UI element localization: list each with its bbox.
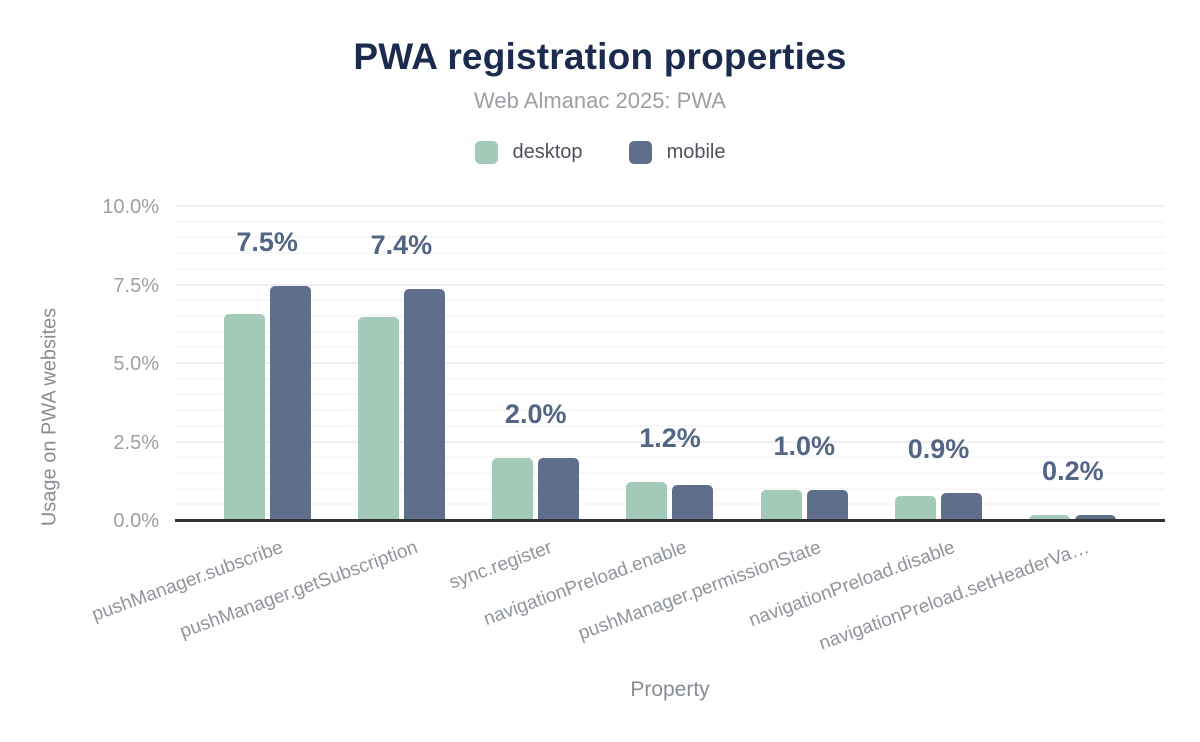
bar-desktop (492, 458, 534, 521)
legend-item-desktop: desktop (474, 141, 583, 164)
x-axis-tick-label: sync.register (446, 537, 555, 594)
gridline (175, 503, 1165, 506)
bar-group: 1.2% navigationPreload.enable (480, 207, 737, 630)
bar-mobile (403, 288, 445, 521)
bar-group: 1.0% pushManager.permissionState (575, 207, 871, 645)
gridline (175, 424, 1165, 427)
gridline (175, 362, 1165, 364)
y-axis-tick-label: 2.5% (113, 431, 159, 454)
bar-value-label: 7.5% (236, 226, 298, 257)
bar-desktop (1029, 514, 1071, 521)
bar-group: 7.5% pushManager.subscribe (90, 207, 334, 626)
bar-mobile (941, 492, 983, 521)
x-axis-title: Property (630, 678, 710, 701)
legend: desktop mobile (0, 141, 1200, 164)
x-axis-line (175, 519, 1165, 522)
y-axis-tick-label: 7.5% (113, 274, 159, 297)
bar-desktop (626, 481, 668, 521)
bars-container: 7.5% pushManager.subscribe 7.4% pushManager… (90, 207, 1140, 655)
chart-subtitle: Web Almanac 2025: PWA (474, 88, 726, 113)
gridline (175, 487, 1165, 490)
gridline (175, 299, 1165, 302)
bar-desktop (760, 489, 802, 521)
gridline (175, 409, 1165, 412)
gridline (175, 236, 1165, 239)
bar-value-label: 1.2% (639, 422, 701, 453)
x-axis-tick-label: pushManager.getSubscription (177, 537, 421, 643)
legend-label-mobile: mobile (666, 141, 726, 163)
y-axis-tick-label: 0.0% (113, 510, 159, 532)
gridline (175, 393, 1165, 396)
bar-mobile (672, 484, 714, 521)
bar-value-label: 0.2% (1042, 455, 1104, 486)
bar-value-label: 7.4% (370, 229, 433, 260)
gridline (175, 456, 1165, 459)
bar-group: 2.0% sync.register (446, 207, 603, 594)
gridline (175, 377, 1165, 380)
bar-desktop (895, 495, 937, 521)
gridline (175, 330, 1165, 333)
gridline (175, 314, 1165, 317)
bar-value-label: 0.9% (907, 433, 970, 464)
gridline (175, 267, 1165, 270)
plot-area: 7.5% pushManager.subscribe 7.4% pushManager… (90, 197, 1165, 655)
legend-swatch-desktop (474, 141, 498, 164)
bar-group: 0.2% navigationPreload.setHeaderVa… (816, 207, 1140, 655)
bar-mobile (806, 489, 848, 521)
x-axis-tick-label: pushManager.permissionState (575, 537, 824, 645)
y-axis-tick-label: 10.0% (102, 196, 159, 218)
bar-desktop (223, 313, 265, 521)
bar-group: 7.4% pushManager.getSubscription (177, 207, 468, 643)
gridline (175, 252, 1165, 255)
legend-label-desktop: desktop (512, 141, 583, 163)
chart-title: PWA registration properties (353, 36, 847, 77)
legend-swatch-mobile (628, 141, 652, 164)
gridline (175, 440, 1165, 443)
bar-group: 0.9% navigationPreload.disable (746, 207, 1005, 631)
bar-mobile (538, 458, 580, 521)
bar-desktop (357, 316, 399, 521)
legend-item-mobile: mobile (628, 141, 726, 164)
gridline (175, 471, 1165, 474)
gridline (175, 220, 1165, 223)
gridline (175, 205, 1165, 207)
bar-value-label: 1.0% (773, 430, 836, 461)
y-axis-tick-label: 5.0% (113, 353, 159, 375)
gridline (175, 346, 1165, 349)
bar-value-label: 2.0% (504, 399, 567, 430)
y-axis-title: Usage on PWA websites (38, 307, 61, 527)
gridline (175, 283, 1165, 286)
bar-mobile (269, 285, 311, 521)
bar-mobile (1075, 514, 1117, 521)
